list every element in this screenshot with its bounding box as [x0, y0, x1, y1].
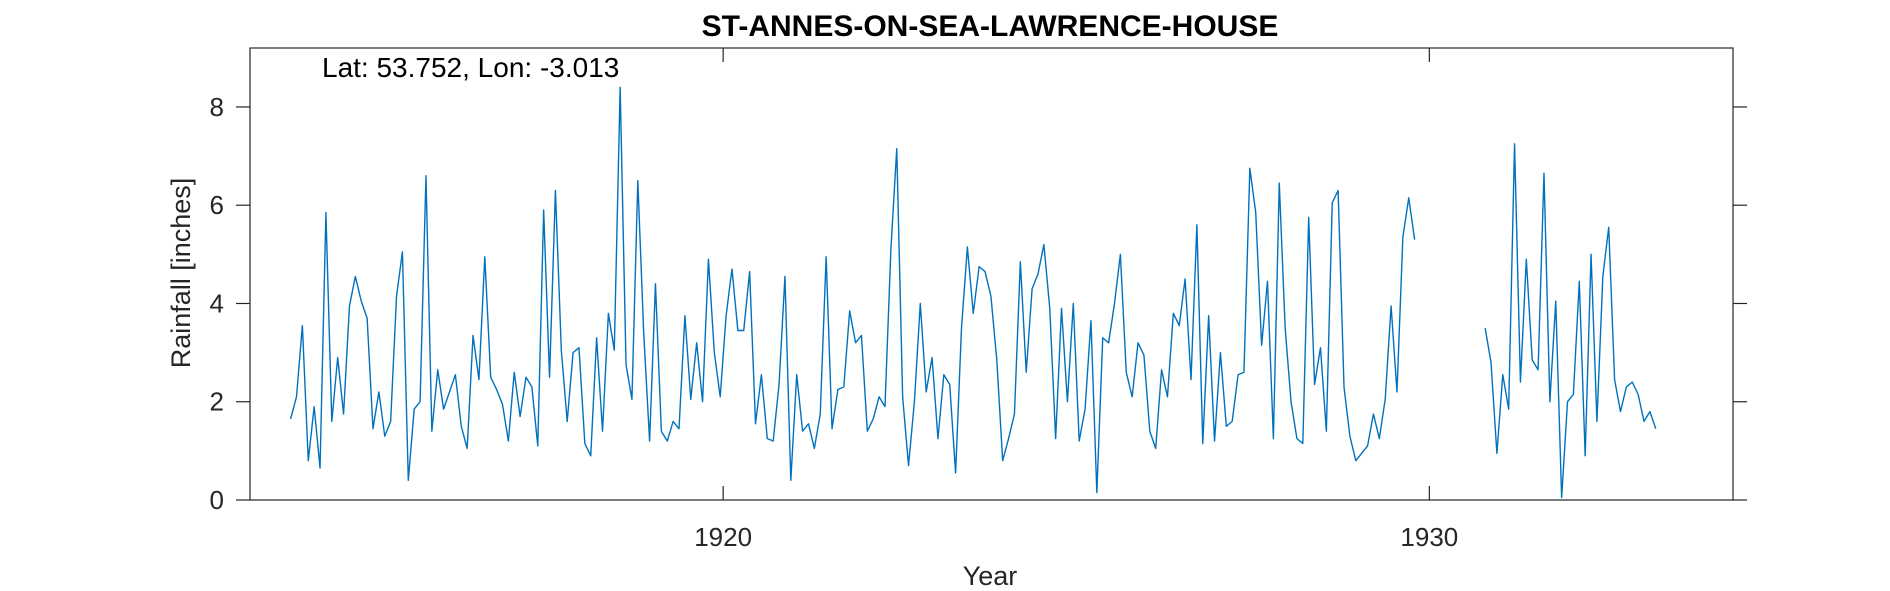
series-line-segment [289, 86, 1416, 494]
x-axis: 1920 1930 [694, 48, 1458, 552]
y-tick-label: 8 [210, 92, 224, 122]
rainfall-series [289, 86, 1657, 499]
axes: 1920 1930 0 2 4 6 8 [210, 47, 1747, 552]
plot-frame [249, 47, 1734, 501]
y-tick-label: 4 [210, 288, 224, 318]
chart-title: ST-ANNES-ON-SEA-LAWRENCE-HOUSE [702, 10, 1279, 43]
x-tick-label: 1930 [1400, 522, 1458, 552]
series-line-segment [1484, 143, 1657, 499]
y-tick-label: 2 [210, 387, 224, 417]
x-tick-label: 1920 [694, 522, 752, 552]
y-tick-label: 0 [210, 485, 224, 515]
y-axis: 0 2 4 6 8 [210, 92, 1747, 515]
y-tick-label: 6 [210, 190, 224, 220]
lat-lon-annotation: Lat: 53.752, Lon: -3.013 [322, 52, 619, 83]
x-axis-label: Year [963, 561, 1018, 591]
y-axis-label: Rainfall [inches] [166, 178, 196, 369]
